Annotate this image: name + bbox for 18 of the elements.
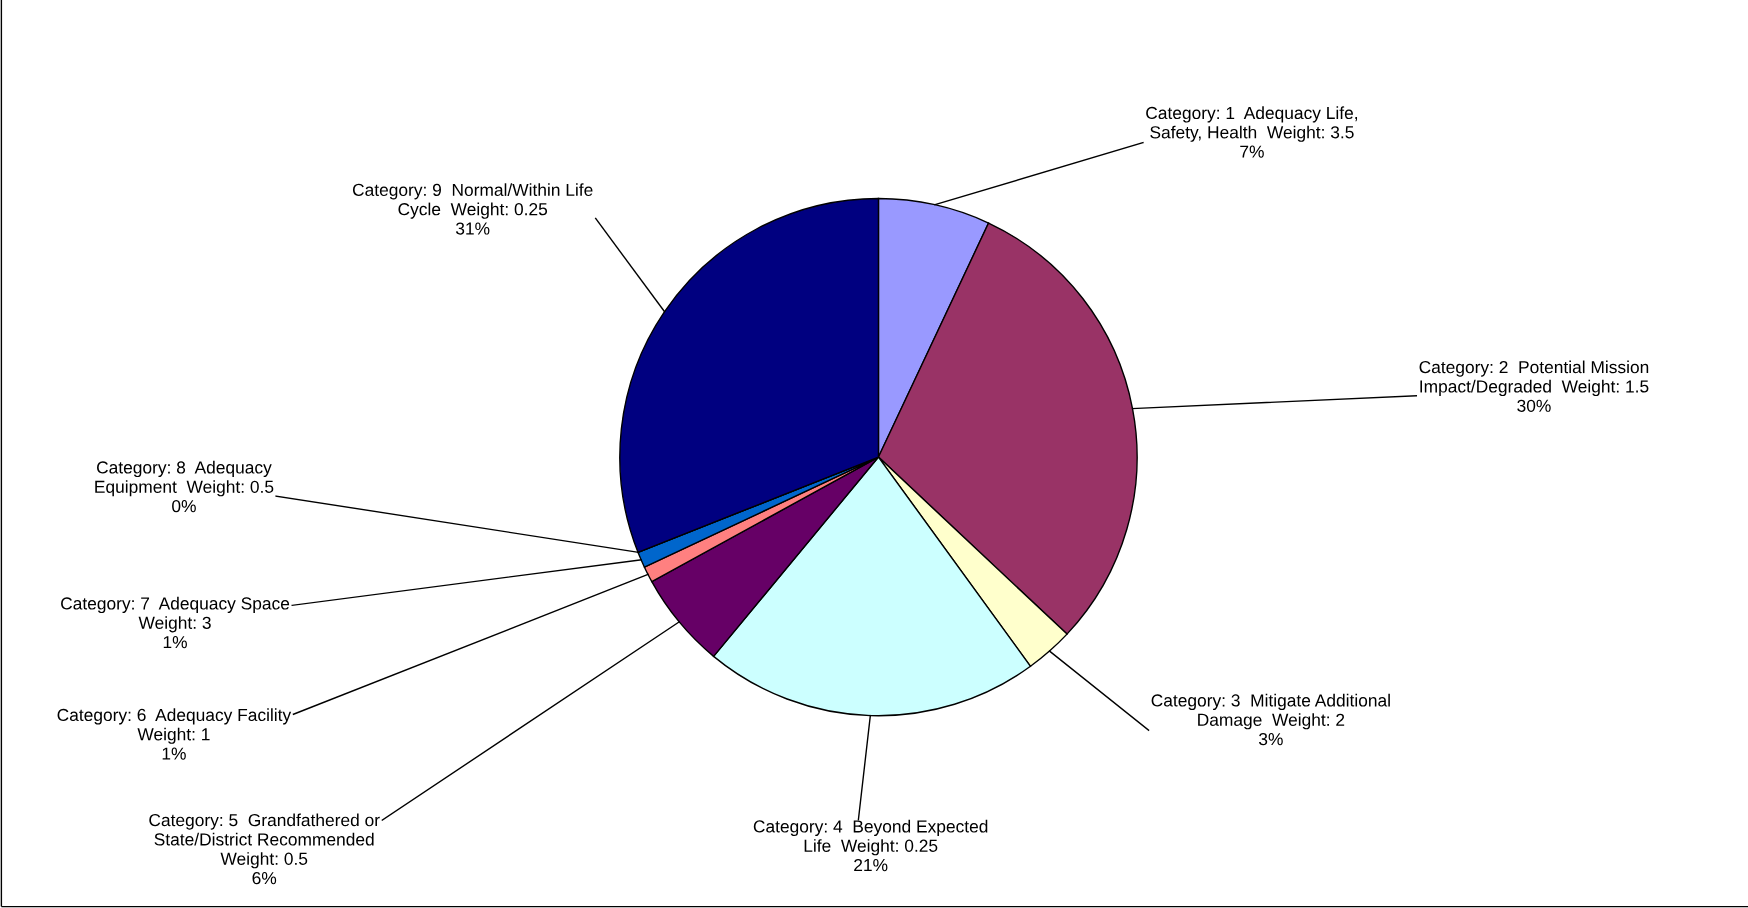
data-label: 7% — [1240, 145, 1264, 158]
data-label: 6% — [252, 871, 277, 885]
data-label: 21% — [854, 858, 888, 872]
slice-label: Category: 7 Adequacy Space Weight: 3 — [61, 596, 290, 633]
slice-label: Category: 5 Grandfathered or State/District Recommended Weight: 0.5 — [149, 813, 380, 869]
slice-label: Category: 3 Mitigate Additional Damage Weight: 2 — [1151, 693, 1390, 730]
slice-label: Category: 6 Adequacy Facility Weight: 1 — [57, 708, 292, 744]
data-label: 1% — [162, 747, 186, 760]
text: 0% — [172, 499, 196, 513]
slice-label: Category: 1 Adequacy Life, Safety, Health Weight: 3.5 — [1146, 106, 1358, 142]
category-label: Category: 8 Adequacy Equipment Weight: 0.5 — [95, 460, 274, 497]
data-label: 31% — [455, 222, 490, 235]
slice-label: Category: 4 Beyond Expected Life Weight: 0.25 — [753, 819, 988, 856]
slice-label: Category: 9 Normal/Within Life Cycle Weight: 0.25 — [352, 183, 593, 219]
data-label: 30% — [1517, 399, 1551, 412]
data-label: 3% — [1258, 732, 1283, 746]
data-label: 1% — [163, 636, 187, 649]
slice-label: Category: 2 Potential Mission Impact/Degraded Weight: 1.5 — [1419, 360, 1649, 397]
